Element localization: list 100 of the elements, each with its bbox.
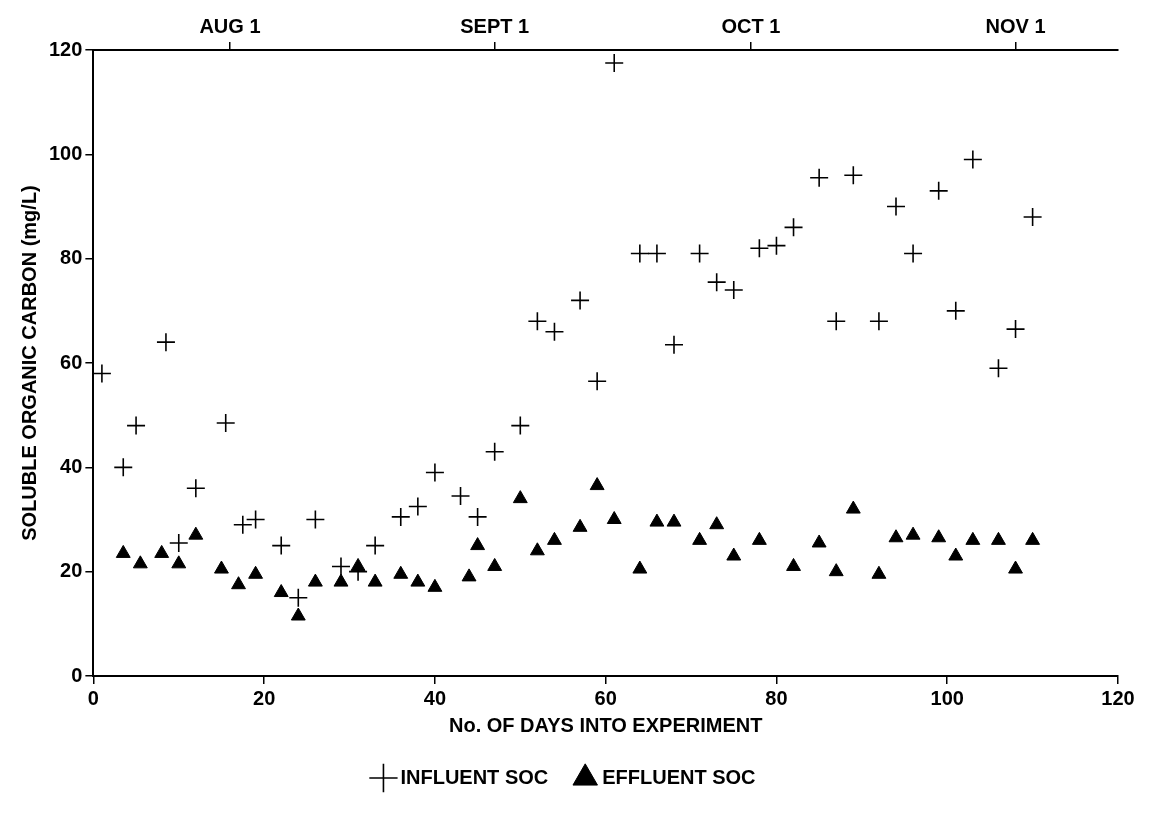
y-tick-label: 0 <box>71 663 83 686</box>
point <box>271 535 292 556</box>
point <box>606 511 622 524</box>
point <box>307 573 323 587</box>
point <box>231 576 246 590</box>
point <box>132 555 148 569</box>
point <box>450 486 471 506</box>
point <box>888 529 904 543</box>
point <box>826 311 847 332</box>
point <box>886 196 906 217</box>
point <box>991 531 1006 545</box>
x-tick-label: 40 <box>423 686 447 709</box>
x-tick-label: 0 <box>87 686 99 709</box>
point <box>570 290 590 311</box>
legend-label: INFLUENT SOC <box>400 765 549 788</box>
y-tick-label: 40 <box>60 454 83 477</box>
point <box>828 563 844 577</box>
point <box>305 509 326 530</box>
point <box>484 441 505 462</box>
point <box>903 243 923 264</box>
point <box>461 568 477 582</box>
point <box>245 509 266 530</box>
legend-label: EFFLUENT SOC <box>602 765 756 788</box>
point <box>393 565 409 579</box>
point <box>589 477 605 491</box>
point <box>945 301 966 321</box>
point <box>709 516 725 530</box>
point <box>290 607 306 621</box>
point <box>726 547 742 561</box>
x-tick-label: 100 <box>930 686 964 709</box>
point <box>604 53 625 73</box>
point <box>931 529 947 543</box>
y-axis-title: SOLUBLE ORGANIC CARBON (mg/L) <box>17 185 40 541</box>
point <box>367 573 383 587</box>
x2-tick-label: AUG 1 <box>199 14 261 37</box>
point <box>689 243 710 264</box>
point <box>666 513 682 527</box>
point <box>766 235 787 256</box>
x2-tick-label: OCT 1 <box>721 14 781 37</box>
point <box>168 533 189 553</box>
point <box>214 560 229 574</box>
point <box>843 165 864 185</box>
point <box>547 531 562 545</box>
point <box>248 565 264 579</box>
point <box>783 217 804 238</box>
point <box>487 557 503 571</box>
x2-tick-label: NOV 1 <box>985 14 1046 37</box>
point <box>93 363 112 384</box>
x-tick-label: 20 <box>253 686 276 709</box>
point <box>390 507 411 527</box>
point <box>630 243 650 264</box>
point <box>988 358 1009 379</box>
point <box>425 462 445 483</box>
point <box>948 547 964 561</box>
point <box>333 573 349 587</box>
point <box>809 168 829 188</box>
point <box>273 584 289 598</box>
point <box>928 181 949 201</box>
point <box>751 531 767 545</box>
point <box>871 565 887 579</box>
x-tick-label: 80 <box>765 686 788 709</box>
point <box>288 587 309 608</box>
point <box>869 311 889 332</box>
point <box>331 556 351 577</box>
point <box>156 332 176 352</box>
point <box>512 490 528 504</box>
y-tick-label: 100 <box>48 141 83 164</box>
x-tick-label: 120 <box>1101 686 1135 709</box>
point <box>126 415 146 436</box>
point <box>527 311 548 332</box>
y-tick-label: 20 <box>60 559 83 582</box>
point <box>1022 207 1043 227</box>
point <box>706 272 727 292</box>
x-axis-title: No. OF DAYS INTO EXPERIMENT <box>448 713 763 736</box>
point <box>427 578 443 592</box>
point <box>115 544 131 558</box>
point <box>647 243 667 264</box>
point <box>171 555 187 569</box>
point <box>154 544 170 558</box>
point <box>1025 531 1041 545</box>
point <box>572 518 588 532</box>
point <box>649 513 665 527</box>
point <box>410 573 426 587</box>
point <box>664 334 684 355</box>
point <box>113 457 134 478</box>
point <box>215 413 236 433</box>
point <box>786 557 801 571</box>
x2-tick-label: SEPT 1 <box>460 14 530 37</box>
y-tick-label: 120 <box>48 37 83 60</box>
point <box>365 535 385 556</box>
point <box>232 514 253 535</box>
point <box>544 321 565 342</box>
point <box>845 500 861 514</box>
point <box>587 371 607 392</box>
point <box>529 542 545 556</box>
point <box>408 496 428 517</box>
point <box>1005 319 1026 339</box>
point <box>749 238 770 259</box>
point <box>963 149 983 170</box>
point <box>470 537 486 551</box>
